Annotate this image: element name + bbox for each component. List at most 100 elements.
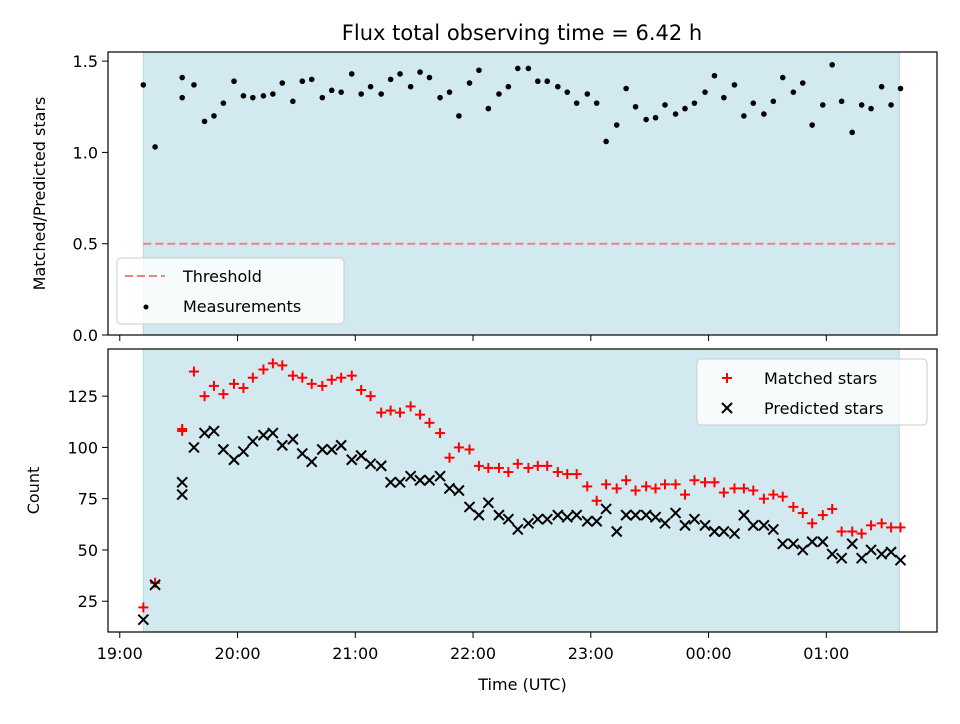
matched-star-point (886, 522, 897, 533)
measurement-point (632, 103, 639, 110)
x-stroke (561, 511, 573, 523)
measurement-point (809, 122, 815, 128)
measurement-point (496, 91, 502, 97)
matched-star-point (807, 518, 818, 529)
predicted-star-point (208, 425, 220, 437)
predicted-star-point (267, 427, 279, 439)
measurement-point (643, 116, 649, 123)
predicted-star-point (718, 525, 730, 538)
x-stroke (502, 513, 515, 525)
x-stroke (316, 443, 329, 456)
matched-star-point (228, 378, 239, 389)
x-stroke (217, 443, 230, 456)
measurement-point (573, 100, 580, 106)
measurement-point (819, 102, 826, 108)
measurement-point (702, 89, 708, 95)
predicted-star-point (346, 454, 358, 466)
matched-star-point (542, 460, 553, 471)
y-tick-label: 25 (78, 592, 98, 611)
predicted-star-point (404, 470, 417, 482)
measurement-point (290, 98, 296, 105)
matched-star-point (827, 503, 838, 514)
predicted-star-point (728, 527, 741, 540)
measurement-point (750, 100, 757, 106)
matched-star-point (415, 409, 426, 420)
measurement-point (779, 74, 786, 81)
x-tick-label: 20:00 (214, 644, 260, 663)
y-tick-label: 1.0 (73, 143, 98, 162)
measurement-point (466, 80, 473, 86)
predicted-star-point (463, 501, 476, 513)
predicted-star-point (355, 449, 367, 462)
predicted-star-point (502, 513, 515, 525)
measurement-point (417, 69, 423, 75)
measurement-point (348, 71, 355, 77)
measurement-point (662, 102, 668, 108)
x-stroke (257, 429, 270, 441)
predicted-star-point (758, 519, 770, 532)
matched-star-point (444, 452, 455, 463)
y-tick-label: 1.5 (73, 52, 98, 71)
matched-star-point (621, 475, 632, 486)
measurement-point (897, 85, 904, 92)
x-stroke (659, 517, 671, 530)
matched-star-point (208, 380, 219, 391)
predicted-star-point (835, 552, 848, 564)
predicted-star-point (629, 509, 642, 521)
legend-predicted-label: Predicted stars (764, 399, 884, 418)
measurement-point (476, 67, 482, 74)
x-stroke (590, 515, 603, 527)
x-stroke (817, 536, 829, 548)
measurement-point (231, 78, 237, 85)
matched-star-point (895, 522, 906, 533)
matched-star-point (562, 469, 573, 480)
x-stroke (835, 552, 848, 564)
predicted-star-point (610, 525, 623, 538)
x-stroke (326, 443, 338, 456)
x-stroke (728, 527, 741, 540)
measurement-point (211, 113, 217, 119)
matched-star-point (483, 462, 494, 473)
matched-star-point (659, 479, 670, 490)
matched-star-point (493, 462, 504, 473)
measurement-point (858, 102, 865, 108)
predicted-star-point (738, 509, 750, 521)
matched-star-point (788, 501, 799, 512)
matched-star-point (188, 366, 199, 377)
measurement-point (593, 100, 600, 106)
x-stroke (797, 544, 809, 556)
matched-star-point (768, 489, 779, 500)
matched-star-point (405, 401, 416, 412)
measurement-point (179, 94, 185, 101)
matched-star-point (473, 460, 484, 471)
x-stroke (384, 476, 397, 489)
measurement-point (731, 82, 738, 88)
measurement-point (387, 76, 394, 83)
measurement-point (535, 78, 541, 85)
measurement-point (279, 80, 286, 86)
predicted-star-point (552, 509, 564, 521)
matched-star-point (512, 458, 523, 469)
matched-star-point (365, 391, 376, 402)
x-stroke (443, 482, 456, 495)
matched-star-point (729, 483, 740, 494)
y-axis-label: Count (24, 467, 43, 515)
matched-star-point (287, 370, 298, 381)
x-stroke (176, 488, 188, 501)
x-stroke (532, 513, 544, 525)
axes-frame (107, 348, 938, 633)
x-stroke (708, 525, 721, 538)
matched-star-point (876, 518, 887, 529)
measurement-point (240, 93, 247, 99)
predicted-star-point (257, 429, 270, 441)
y-tick-label: 0.0 (73, 326, 98, 345)
matched-star-point (435, 428, 446, 439)
predicted-star-point (590, 515, 603, 527)
matched-star-point (748, 485, 759, 496)
matched-star-point (238, 382, 249, 393)
x-stroke (894, 554, 907, 566)
predicted-star-point (364, 458, 377, 470)
x-stroke (335, 439, 347, 452)
predicted-star-point (394, 476, 406, 489)
